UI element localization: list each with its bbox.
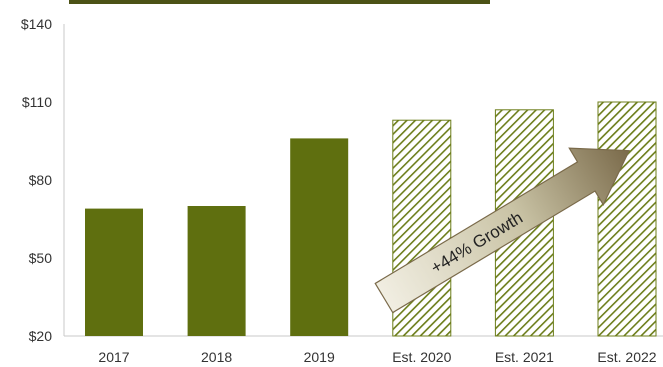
y-tick-label: $80 (29, 172, 53, 188)
x-tick-label: Est. 2020 (392, 349, 451, 365)
y-tick-label: $50 (29, 250, 53, 266)
x-axis-ticks: 2017 2018 2019 Est. 2020 Est. 2021 Est. 2022 (98, 349, 656, 365)
x-tick-label: 2017 (98, 349, 129, 365)
bar-estimate (597, 101, 657, 337)
x-tick-label: Est. 2022 (597, 349, 656, 365)
x-tick-label: Est. 2021 (495, 349, 554, 365)
y-tick-label: $140 (21, 16, 52, 32)
bar-estimate (392, 119, 452, 337)
bar-actual (187, 206, 246, 336)
bars (85, 101, 657, 337)
y-tick-label: $20 (29, 328, 53, 344)
y-tick-label: $110 (22, 94, 52, 110)
y-axis-ticks: $140 $110 $80 $50 $20 (21, 16, 52, 344)
header-bar (69, 0, 490, 4)
bar-actual (290, 138, 349, 336)
x-tick-label: 2019 (304, 349, 335, 365)
growth-arrow-shape (374, 147, 631, 314)
x-tick-label: 2018 (201, 349, 232, 365)
bar-actual (85, 208, 143, 336)
